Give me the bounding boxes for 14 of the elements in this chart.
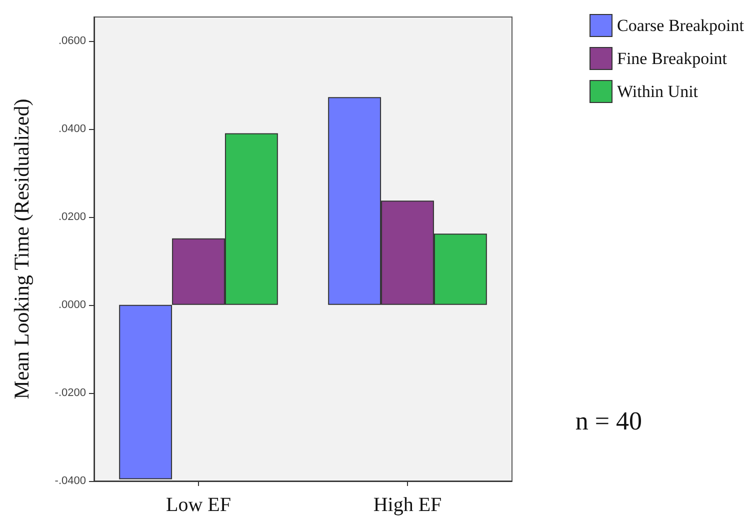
y-axis-title: Mean Looking Time (Residualized) (10, 98, 34, 400)
y-tick-label: -.0200 (54, 386, 86, 399)
y-tick-label: .0400 (58, 122, 86, 135)
y-tick-label: -.0400 (54, 475, 86, 487)
x-tick-label: High EF (373, 494, 442, 516)
x-tick-label: Low EF (166, 494, 231, 516)
y-tick-label: .0000 (58, 298, 86, 311)
bar (119, 304, 172, 480)
y-tick-label: .0600 (58, 34, 86, 47)
legend-label: Fine Breakpoint (617, 49, 728, 68)
text: n = 40 (575, 406, 642, 436)
legend-label: Within Unit (617, 82, 698, 101)
legend-label: Coarse Breakpoint (617, 16, 744, 35)
y-tick-label: .0200 (58, 210, 86, 223)
